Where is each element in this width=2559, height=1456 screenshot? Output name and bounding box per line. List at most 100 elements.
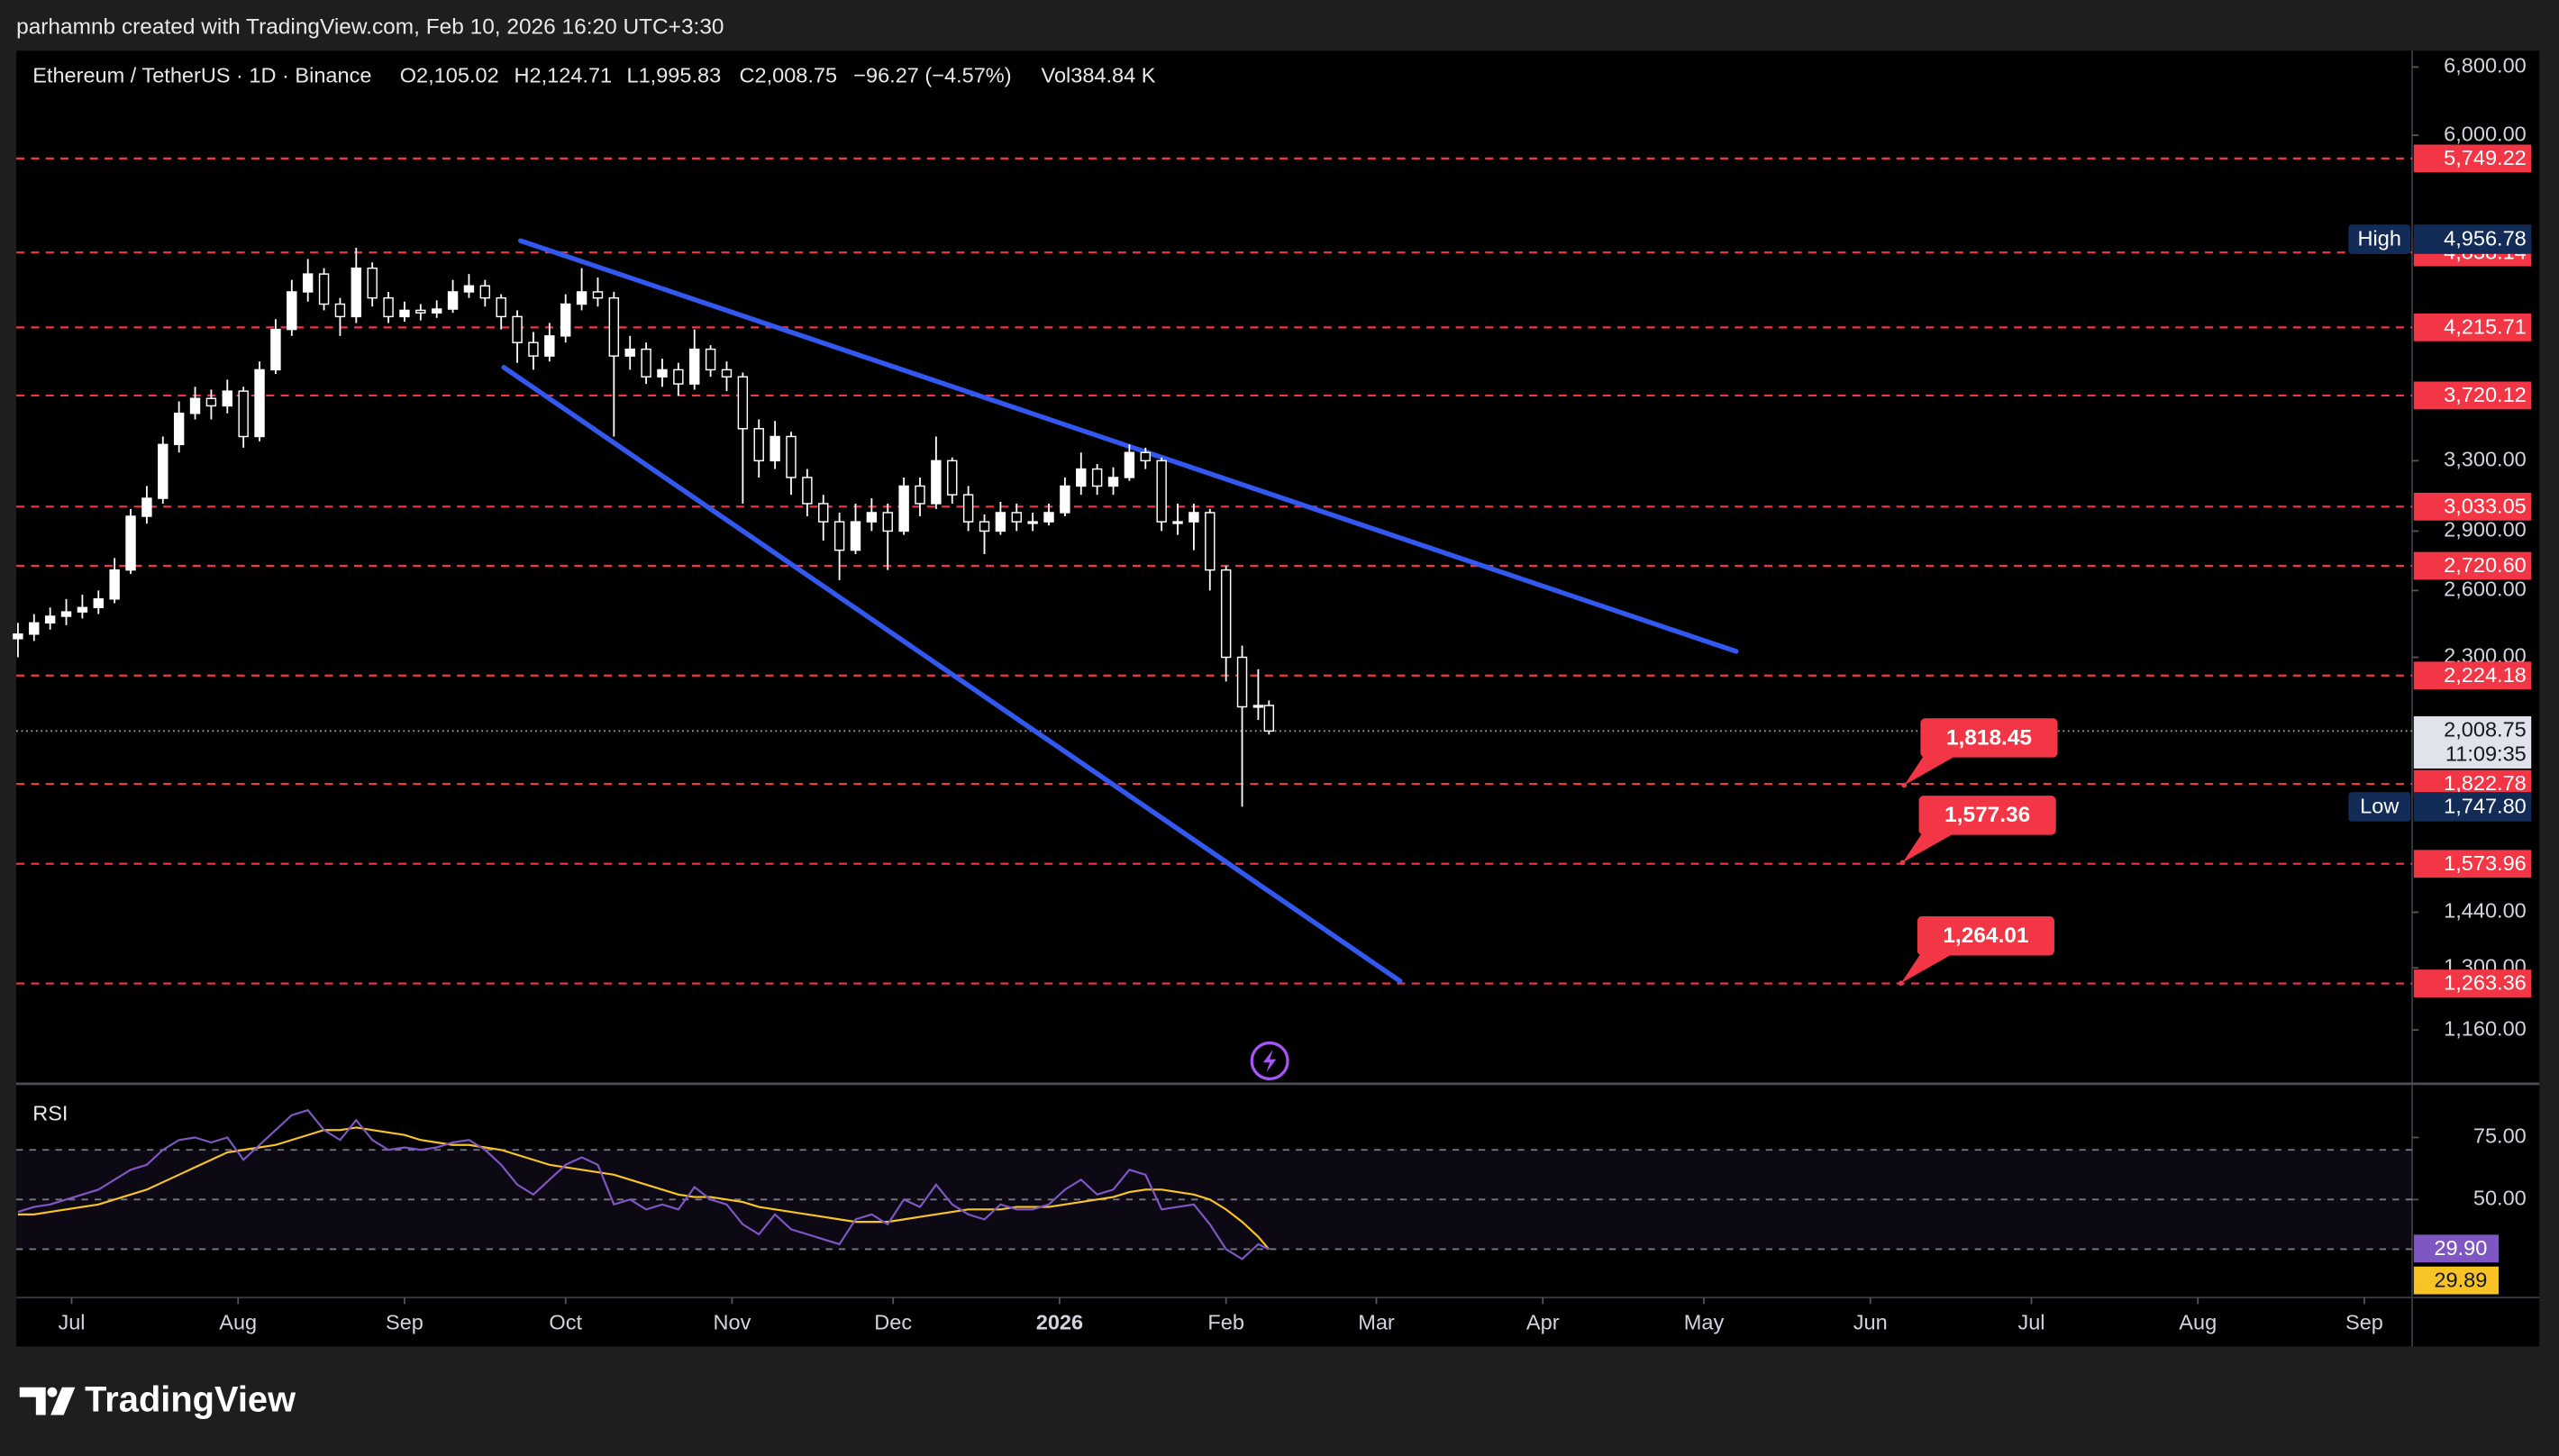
candle-body [947,460,958,496]
candle-body [334,303,346,318]
candle-body [351,267,362,318]
level-tag [2413,381,2532,410]
level-tag [2413,850,2532,878]
y-tick-label: 2,600.00 [2444,578,2527,601]
candle-body [753,428,764,462]
x-tick-label: Jul [2017,1310,2044,1333]
level-tag [2413,313,2532,341]
rsi-value-tag [2413,1266,2499,1295]
candle-body [29,622,40,635]
candle-body [1236,656,1248,708]
candle-body [1091,468,1103,487]
x-tick-label: 2026 [1036,1310,1083,1333]
candle-body [560,303,571,337]
y-tick-label: 3,300.00 [2444,448,2527,471]
ohlc-legend: C2,008.75 [739,64,837,87]
y-tick-label: 50.00 [2473,1187,2527,1210]
candle-body [833,521,845,551]
ohlc-legend: L1,995.83 [627,64,722,87]
ohlc-legend: H2,124.71 [515,64,613,87]
candle-body [1124,451,1135,478]
level-tag [2413,492,2532,521]
symbol-title: Ethereum / TetherUS · 1D · Binance [32,64,371,87]
candle-body [1060,485,1070,514]
candle-body [1252,705,1264,708]
candle-body [1107,477,1119,487]
candle-body [463,285,475,293]
callout-anchor [1901,782,1908,788]
candle-body [205,397,217,407]
candle-body [624,348,635,357]
brand-logo [19,1387,76,1415]
callout-pointer [1904,751,1953,786]
candle-body [962,494,974,523]
candle-body [931,460,942,505]
candle-body [770,435,780,462]
candle-body [592,291,604,299]
candle-body [1220,569,1232,659]
candle-body [93,598,104,609]
high-tag [2348,224,2411,254]
candle-body [77,606,88,613]
candle-body [1076,468,1087,487]
y-tick-label: 1,160.00 [2444,1016,2527,1040]
brand: TradingView [85,1380,296,1420]
candle-body [1011,512,1022,523]
candle-body [1027,521,1038,524]
candle-body [528,341,539,357]
x-tick-label: Aug [219,1310,257,1333]
candle-body [673,369,684,385]
candle-body [689,348,700,385]
candle-body [173,413,185,446]
candle-body [1172,521,1183,524]
candle-body [189,397,201,414]
candle-body [383,296,394,318]
callout-box [1918,796,2056,835]
low-value: 1,747.80 [2444,795,2527,818]
level-label: 4,215.71 [2444,314,2527,338]
level-label: 1,822.78 [2444,771,2527,795]
candle-body [399,309,410,318]
candle-body [1140,451,1151,462]
x-tick-label: Oct [549,1310,582,1333]
x-tick-label: Feb [1207,1310,1244,1333]
candle-body [898,485,909,532]
candle-body [641,348,651,378]
candle-body [915,485,925,505]
candle-body [512,315,523,343]
y-tick-label: 2,900.00 [2444,518,2527,541]
candle-body [818,503,829,523]
level-label: 3,720.12 [2444,383,2527,406]
callout-anchor [1898,980,1904,987]
x-tick-label: Apr [1526,1310,1560,1333]
level-label: 5,749.22 [2444,146,2527,169]
candle-body [1156,460,1167,523]
candle-body [1263,705,1275,733]
rsi-value-label: 29.90 [2434,1236,2487,1260]
candle-body [238,390,249,438]
rsi-value-label: 29.89 [2434,1268,2487,1291]
candle-body [802,477,813,505]
candle-body [850,521,861,551]
x-tick-label: Aug [2179,1310,2217,1333]
level-tag [2413,661,2532,690]
x-tick-label: Nov [714,1310,751,1333]
candle-body [479,285,491,299]
y-tick-label: 6,000.00 [2444,122,2527,145]
candle-body [44,615,56,624]
candle-body [496,296,506,318]
y-tick-label: 75.00 [2473,1124,2527,1148]
candle-body [270,328,281,371]
ohlc-legend: Vol384.84 K [1042,64,1156,87]
high-value: 4,956.78 [2444,227,2527,250]
candle-body [1188,512,1199,523]
countdown: 11:09:35 [2445,742,2527,766]
trendline [517,238,1739,654]
rsi-line [17,1108,1270,1260]
level-label: 3,033.05 [2444,494,2527,517]
level-tag [2413,551,2532,580]
callout-label: 1,577.36 [1944,803,2030,827]
last-price-tag [2413,716,2532,769]
